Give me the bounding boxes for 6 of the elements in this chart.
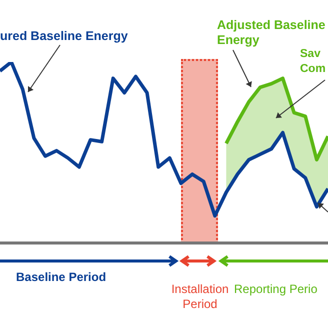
text: Adjusted Baseline Energy <box>217 18 326 48</box>
text: Reporting Perio <box>234 282 318 297</box>
text: Baseline Period <box>16 270 106 285</box>
text: ured Baseline Energy <box>0 29 128 44</box>
annotation: Sav Com <box>300 47 326 77</box>
text: Installation Period <box>170 282 230 312</box>
